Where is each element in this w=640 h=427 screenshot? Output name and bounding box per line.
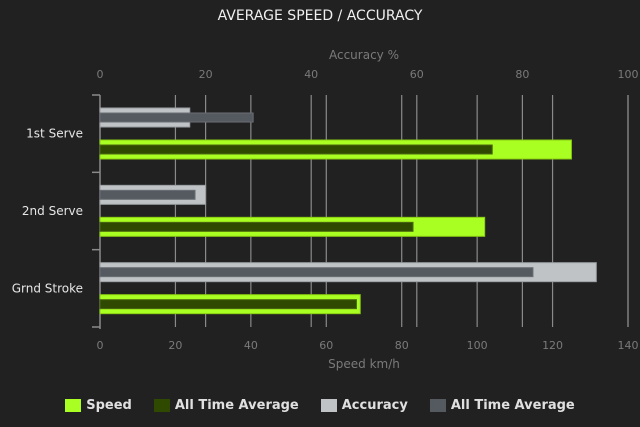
accuracy-tick-label: 40 [304, 68, 318, 81]
legend-swatch [153, 399, 170, 412]
category-label: 1st Serve [26, 127, 83, 141]
speed-tick-label: 0 [97, 339, 104, 352]
category-label: 2nd Serve [22, 204, 83, 218]
speed-tick-label: 20 [168, 339, 182, 352]
accuracy-average-bar [99, 112, 254, 123]
legend-item[interactable]: All Time Average [153, 398, 299, 413]
speed-tick-label: 40 [244, 339, 258, 352]
accuracy-average-bar [99, 189, 196, 200]
chart-title: AVERAGE SPEED / ACCURACY [217, 8, 423, 24]
legend-swatch [429, 399, 446, 412]
legend-swatch [65, 399, 82, 412]
speed-average-bar [99, 221, 414, 232]
accuracy-tick-label: 20 [199, 68, 213, 81]
accuracy-average-bar [99, 267, 534, 278]
speed-tick-label: 140 [618, 339, 639, 352]
legend-label: All Time Average [450, 398, 575, 413]
accuracy-tick-label: 80 [515, 68, 529, 81]
accuracy-tick-label: 0 [97, 68, 104, 81]
accuracy-axis-title: Accuracy % [329, 48, 399, 62]
legend-item[interactable]: Accuracy [320, 398, 408, 413]
legend: Speed All Time Average Accuracy All Time Av… [0, 398, 640, 413]
speed-average-bar [99, 299, 357, 310]
speed-tick-label: 120 [542, 339, 563, 352]
legend-label: Speed [86, 398, 132, 413]
accuracy-tick-label: 60 [410, 68, 424, 81]
legend-label: Accuracy [341, 398, 408, 413]
category-label: Grnd Stroke [12, 281, 83, 295]
speed-tick-label: 100 [467, 339, 488, 352]
speed-axis-title: Speed km/h [328, 357, 400, 371]
legend-item[interactable]: All Time Average [429, 398, 575, 413]
speed-tick-label: 60 [319, 339, 333, 352]
legend-swatch [320, 399, 337, 412]
speed-average-bar [99, 144, 493, 155]
accuracy-tick-label: 100 [618, 68, 639, 81]
speed-tick-label: 80 [395, 339, 409, 352]
legend-item[interactable]: Speed [65, 398, 132, 413]
legend-label: All Time Average [174, 398, 299, 413]
